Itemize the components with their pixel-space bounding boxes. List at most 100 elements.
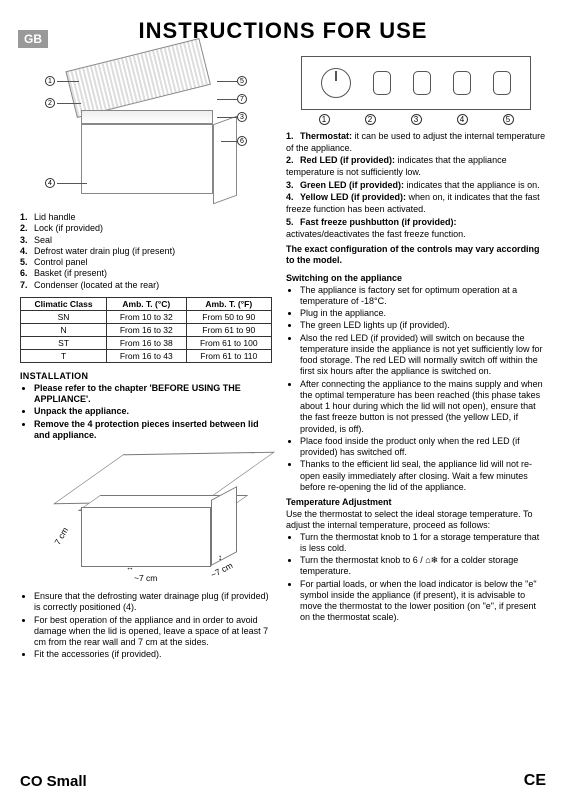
list-item: After connecting the appliance to the ma… — [300, 379, 546, 435]
text: Place food inside the product only when … — [300, 436, 520, 457]
list-item: The appliance is factory set for optimum… — [300, 285, 546, 308]
spacing-label: ~7 cm — [134, 573, 157, 583]
control-panel-diagram — [301, 56, 531, 110]
installation-heading: INSTALLATION — [20, 371, 272, 381]
list-item: Fit the accessories (if provided). — [34, 649, 272, 660]
callout-6: 6 — [237, 136, 247, 146]
list-item: Place food inside the product only when … — [300, 436, 546, 459]
callout-num: 3 — [237, 112, 247, 122]
temp-bullets: Turn the thermostat knob to 1 for a stor… — [286, 532, 546, 624]
bold-text: Please refer to the chapter 'BEFORE USIN… — [34, 383, 241, 404]
temp-heading: Temperature Adjustment — [286, 497, 546, 507]
part-item: 6.Basket (if present) — [20, 268, 272, 279]
list-item: Remove the 4 protection pieces inserted … — [34, 419, 272, 442]
bold-text: Remove the 4 protection pieces inserted … — [34, 419, 259, 440]
arrow-icon: ↔ — [126, 563, 134, 572]
text: Turn the thermostat knob to 6 / ⌂❄ for a… — [300, 555, 518, 576]
list-item: For best operation of the appliance and … — [34, 615, 272, 649]
part-label: Lock (if provided) — [34, 223, 103, 233]
control-item: 1.Thermostat: it can be used to adjust t… — [286, 131, 546, 154]
ctl-desc: indicates that the appliance is on. — [404, 180, 540, 190]
table-row: STFrom 16 to 38From 61 to 100 — [21, 336, 272, 349]
part-label: Basket (if present) — [34, 268, 107, 278]
ctl-name: Green LED (if provided): — [300, 180, 404, 190]
list-item: Please refer to the chapter 'BEFORE USIN… — [34, 383, 272, 406]
list-item: Also the red LED (if provided) will swit… — [300, 333, 546, 378]
td: From 61 to 110 — [186, 349, 271, 362]
list-item: Thanks to the efficient lid seal, the ap… — [300, 459, 546, 493]
ctl-num: 4. — [286, 192, 300, 204]
td: ST — [21, 336, 107, 349]
table-row: SNFrom 10 to 32From 50 to 90 — [21, 310, 272, 323]
part-item: 5.Control panel — [20, 257, 272, 268]
control-item: 5.Fast freeze pushbutton (if provided): … — [286, 217, 546, 240]
td: N — [21, 323, 107, 336]
leader-line — [217, 81, 237, 82]
td: From 10 to 32 — [107, 310, 186, 323]
part-num: 7. — [20, 280, 34, 291]
part-num: 5. — [20, 257, 34, 268]
temp-intro: Use the thermostat to select the ideal s… — [286, 509, 546, 532]
led-icon — [413, 71, 431, 95]
d2-side — [211, 486, 237, 566]
control-item: 4.Yellow LED (if provided): when on, it … — [286, 192, 546, 215]
callout-num: 5 — [237, 76, 247, 86]
part-item: 7.Condenser (located at the rear) — [20, 280, 272, 291]
diagram-lid — [65, 38, 211, 118]
ce-mark-icon: CE — [524, 772, 546, 790]
controls-list: 1.Thermostat: it can be used to adjust t… — [286, 131, 546, 240]
panel-num: 2 — [365, 114, 376, 125]
part-item: 1.Lid handle — [20, 212, 272, 223]
part-label: Lid handle — [34, 212, 76, 222]
list-item: Unpack the appliance. — [34, 406, 272, 417]
panel-num: 3 — [411, 114, 422, 125]
right-column: 1 2 3 4 5 1.Thermostat: it can be used t… — [286, 54, 546, 662]
part-num: 3. — [20, 235, 34, 246]
pushbutton-icon — [493, 71, 511, 95]
part-num: 6. — [20, 268, 34, 279]
arrow-icon: ↕ — [218, 553, 222, 562]
d2-body — [81, 507, 211, 567]
text: The appliance is factory set for optimum… — [300, 285, 517, 306]
th: Amb. T. (°F) — [186, 297, 271, 310]
page-title: INSTRUCTIONS FOR USE — [20, 18, 546, 44]
install-bullets-2: Ensure that the defrosting water drainag… — [20, 591, 272, 661]
panel-num: 4 — [457, 114, 468, 125]
td: From 61 to 100 — [186, 336, 271, 349]
config-note: The exact configuration of the controls … — [286, 244, 546, 267]
td: T — [21, 349, 107, 362]
callout-5: 5 — [237, 76, 247, 86]
leader-line — [57, 81, 79, 82]
leader-line — [217, 117, 237, 118]
td: From 16 to 38 — [107, 336, 186, 349]
th: Climatic Class — [21, 297, 107, 310]
callout-num: 4 — [45, 178, 55, 188]
part-num: 1. — [20, 212, 34, 223]
control-item: 3.Green LED (if provided): indicates tha… — [286, 180, 546, 192]
list-item: Turn the thermostat knob to 6 / ⌂❄ for a… — [300, 555, 546, 578]
ctl-name: Thermostat: — [300, 131, 352, 141]
switching-bullets: The appliance is factory set for optimum… — [286, 285, 546, 494]
part-label: Condenser (located at the rear) — [34, 280, 159, 290]
list-item: Ensure that the defrosting water drainag… — [34, 591, 272, 614]
callout-num: 7 — [237, 94, 247, 104]
left-column: 1 2 4 5 7 3 6 1.Lid handle 2.Lock (if pr… — [20, 54, 272, 662]
part-label: Defrost water drain plug (if present) — [34, 246, 175, 256]
climate-table: Climatic Class Amb. T. (°C) Amb. T. (°F)… — [20, 297, 272, 363]
diagram-side — [213, 116, 237, 205]
text: Thanks to the efficient lid seal, the ap… — [300, 459, 532, 492]
ctl-name: Fast freeze pushbutton (if provided): — [300, 217, 457, 227]
part-label: Control panel — [34, 257, 88, 267]
callout-1: 1 — [45, 76, 55, 86]
ctl-num: 3. — [286, 180, 300, 192]
diagram-top — [81, 110, 213, 124]
panel-numbers: 1 2 3 4 5 — [301, 114, 531, 125]
text: For best operation of the appliance and … — [34, 615, 268, 648]
appliance-diagram: 1 2 4 5 7 3 6 — [41, 58, 251, 208]
led-icon — [453, 71, 471, 95]
ctl-num: 5. — [286, 217, 300, 229]
panel-num: 1 — [319, 114, 330, 125]
model-name: CO Small — [20, 773, 87, 790]
td: From 50 to 90 — [186, 310, 271, 323]
callout-num: 2 — [45, 98, 55, 108]
